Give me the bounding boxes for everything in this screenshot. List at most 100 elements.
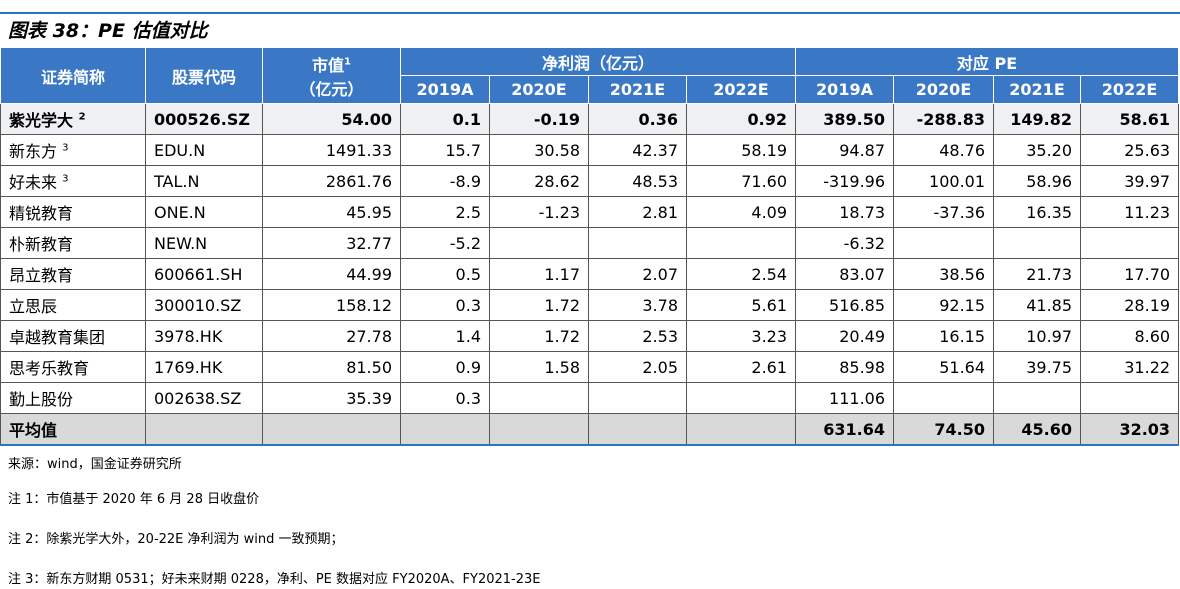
value-cell: 1.72 bbox=[489, 320, 589, 352]
value-cell: 30.58 bbox=[489, 134, 589, 166]
value-cell: 3.78 bbox=[588, 289, 687, 321]
code-cell: 000526.SZ bbox=[145, 103, 263, 135]
value-cell: 2.53 bbox=[588, 320, 687, 352]
value-cell: 2.05 bbox=[588, 351, 687, 383]
value-cell: 32.77 bbox=[262, 227, 401, 259]
value-cell: 48.53 bbox=[588, 165, 687, 197]
data-row: 思考乐教育 1769.HK 81.50 0.9 1.58 2.05 2.61 85.98 51.… bbox=[0, 351, 1180, 383]
value-cell: 51.64 bbox=[893, 351, 995, 383]
value-cell: 71.60 bbox=[685, 165, 797, 197]
value-cell: 4.09 bbox=[685, 196, 797, 228]
year-header: 2021E bbox=[588, 75, 687, 104]
value-cell: 3.23 bbox=[685, 320, 797, 352]
value-cell bbox=[588, 413, 687, 446]
name-cell: 卓越教育集团 bbox=[0, 320, 146, 352]
value-cell: 83.07 bbox=[795, 258, 895, 290]
code-cell: ONE.N bbox=[145, 196, 263, 228]
value-cell: 0.92 bbox=[685, 103, 797, 135]
company-name: 卓越教育集团 bbox=[9, 328, 106, 347]
year-header: 2019A bbox=[795, 75, 895, 104]
data-row: 卓越教育集团 3978.HK 27.78 1.4 1.72 2.53 3.23 20.49 16… bbox=[0, 320, 1180, 352]
value-cell: -288.83 bbox=[893, 103, 995, 135]
value-cell: 2.54 bbox=[685, 258, 797, 290]
value-cell: 39.97 bbox=[1080, 165, 1180, 197]
footnote: 注 3：新东方财期 0531；好未来财期 0228，净利、PE 数据对应 FY2… bbox=[8, 572, 541, 587]
value-cell: 149.82 bbox=[993, 103, 1082, 135]
header-unit: （亿元） bbox=[299, 79, 364, 99]
company-name: 朴新教育 bbox=[9, 235, 74, 254]
value-cell: 81.50 bbox=[262, 351, 401, 383]
value-cell: 111.06 bbox=[795, 382, 895, 414]
value-cell: -37.36 bbox=[893, 196, 995, 228]
value-cell: 2.07 bbox=[588, 258, 687, 290]
code-cell: NEW.N bbox=[145, 227, 263, 259]
value-cell: -319.96 bbox=[795, 165, 895, 197]
name-cell: 昂立教育 bbox=[0, 258, 146, 290]
value-cell: 1.4 bbox=[400, 320, 490, 352]
value-cell: 74.50 bbox=[893, 413, 995, 446]
average-row: 平均值 631.64 74.50 45.60 32.03 bbox=[0, 413, 1180, 446]
name-cell: 朴新教育 bbox=[0, 227, 146, 259]
value-cell: 41.85 bbox=[993, 289, 1082, 321]
data-row: 新东方 3 EDU.N 1491.33 15.7 30.58 42.37 58.19 94.8… bbox=[0, 134, 1180, 166]
header-cell: 市值1 （亿元） bbox=[262, 47, 401, 104]
value-cell bbox=[1080, 227, 1180, 259]
value-cell: 35.20 bbox=[993, 134, 1082, 166]
value-cell: 85.98 bbox=[795, 351, 895, 383]
value-cell: 45.60 bbox=[993, 413, 1082, 446]
company-name: 紫光学大 bbox=[9, 111, 74, 130]
pe-table: 证券简称 股票代码 市值1 （亿元） 净利润（亿元） 对应 PE 2019A 2020E 202… bbox=[0, 47, 1180, 446]
value-cell bbox=[685, 413, 797, 446]
value-cell bbox=[893, 382, 995, 414]
value-cell: 28.19 bbox=[1080, 289, 1180, 321]
value-cell: -0.19 bbox=[489, 103, 589, 135]
header-text: 市值 bbox=[312, 55, 345, 75]
value-cell: 58.96 bbox=[993, 165, 1082, 197]
year-header: 2022E bbox=[685, 75, 797, 104]
value-cell: 0.36 bbox=[588, 103, 687, 135]
company-name: 新东方 bbox=[9, 142, 58, 161]
company-name: 思考乐教育 bbox=[9, 359, 90, 378]
company-name: 勤上股份 bbox=[9, 390, 74, 409]
value-cell: -5.2 bbox=[400, 227, 490, 259]
value-cell: 31.22 bbox=[1080, 351, 1180, 383]
code-cell: 3978.HK bbox=[145, 320, 263, 352]
value-cell: 45.95 bbox=[262, 196, 401, 228]
footnote-mark: 3 bbox=[62, 142, 69, 154]
value-cell: 18.73 bbox=[795, 196, 895, 228]
data-row: 紫光学大 2 000526.SZ 54.00 0.1 -0.19 0.36 0.92 389.… bbox=[0, 103, 1180, 135]
year-header: 2020E bbox=[489, 75, 589, 104]
value-cell: 39.75 bbox=[993, 351, 1082, 383]
name-cell: 思考乐教育 bbox=[0, 351, 146, 383]
value-cell: 16.35 bbox=[993, 196, 1082, 228]
data-row: 立思辰 300010.SZ 158.12 0.3 1.72 3.78 5.61 516.85 9… bbox=[0, 289, 1180, 321]
company-name: 精锐教育 bbox=[9, 204, 74, 223]
average-label: 平均值 bbox=[0, 413, 146, 446]
header-cell: 股票代码 bbox=[145, 47, 263, 104]
value-cell: 44.99 bbox=[262, 258, 401, 290]
data-row: 精锐教育 ONE.N 45.95 2.5 -1.23 2.81 4.09 18.73 -37.3… bbox=[0, 196, 1180, 228]
year-header: 2020E bbox=[893, 75, 995, 104]
company-name: 好未来 bbox=[9, 173, 58, 192]
value-cell bbox=[145, 413, 263, 446]
value-cell: 2.81 bbox=[588, 196, 687, 228]
value-cell: 32.03 bbox=[1080, 413, 1180, 446]
value-cell bbox=[588, 227, 687, 259]
name-cell: 勤上股份 bbox=[0, 382, 146, 414]
code-cell: EDU.N bbox=[145, 134, 263, 166]
value-cell: 1.72 bbox=[489, 289, 589, 321]
header-cell: 证券简称 bbox=[0, 47, 146, 104]
value-cell: 1491.33 bbox=[262, 134, 401, 166]
header-group: 对应 PE bbox=[795, 47, 1180, 76]
value-cell: 54.00 bbox=[262, 103, 401, 135]
value-cell: 27.78 bbox=[262, 320, 401, 352]
value-cell: -8.9 bbox=[400, 165, 490, 197]
value-cell: 2861.76 bbox=[262, 165, 401, 197]
value-cell: 35.39 bbox=[262, 382, 401, 414]
footnote: 注 2：除紫光学大外，20-22E 净利润为 wind 一致预期； bbox=[8, 532, 344, 547]
data-row: 昂立教育 600661.SH 44.99 0.5 1.17 2.07 2.54 83.07 38… bbox=[0, 258, 1180, 290]
top-rule bbox=[0, 12, 1180, 14]
value-cell bbox=[489, 382, 589, 414]
value-cell: 2.61 bbox=[685, 351, 797, 383]
